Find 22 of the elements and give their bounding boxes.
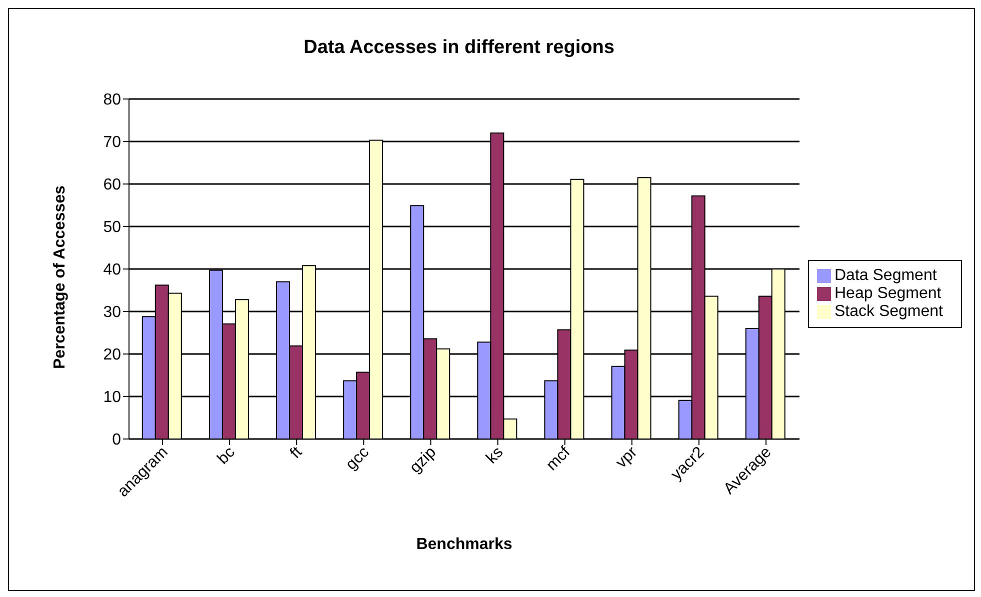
y-tick-label: 0 (112, 432, 122, 449)
x-tick-label: ft (287, 443, 306, 462)
legend-label: Heap Segment (834, 285, 942, 302)
legend-label: Data Segment (834, 267, 937, 284)
y-tick-label: 20 (103, 346, 122, 364)
y-tick-label: 70 (103, 134, 122, 152)
x-tick-label: bc (214, 444, 238, 468)
x-tick-label: ks (483, 444, 507, 468)
x-tick-label: gzip (406, 444, 440, 477)
y-tick-label: 40 (103, 262, 122, 279)
x-tick-label: mcf (543, 443, 574, 474)
y-axis-title: Percentage of Accesses (52, 185, 69, 369)
y-tick-label: 10 (103, 389, 122, 406)
legend-label: Stack Segment (834, 303, 943, 320)
x-tick-label: gcc (342, 444, 373, 474)
y-tick-label: 50 (103, 219, 122, 236)
y-tick-label: 60 (103, 176, 122, 194)
chart-title: Data Accesses in different regions (302, 37, 616, 59)
x-axis-title: Benchmarks (416, 536, 512, 553)
x-tick-label: vpr (612, 443, 642, 472)
y-tick-label: 30 (103, 304, 122, 322)
y-tick-label: 80 (103, 92, 122, 109)
